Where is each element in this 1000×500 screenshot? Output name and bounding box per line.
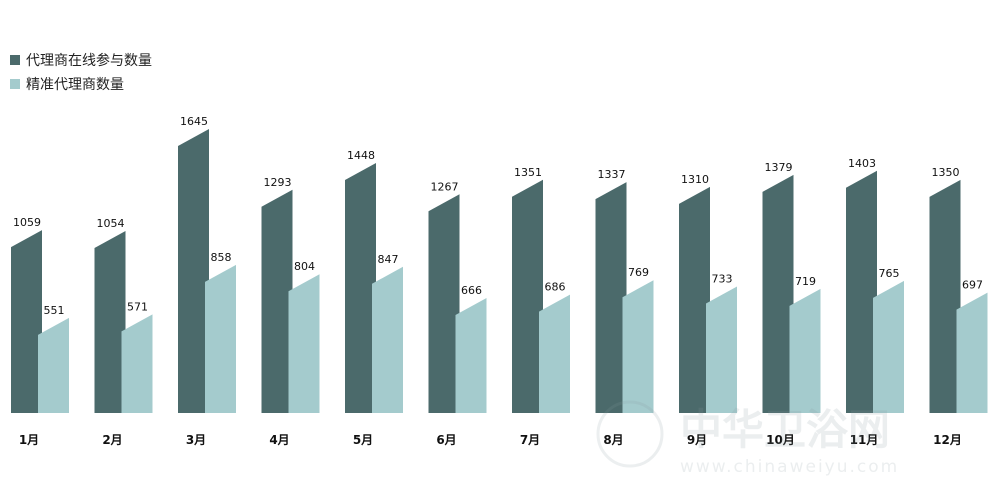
- value-label-online-agents: 1403: [848, 157, 876, 170]
- bar-precise-agents: [539, 294, 570, 413]
- bar-precise-agents: [38, 317, 69, 413]
- legend-swatch-dark: [10, 55, 20, 65]
- value-label-online-agents: 1054: [97, 217, 125, 230]
- bar-online-agents: [345, 163, 376, 413]
- value-label-precise-agents: 686: [545, 281, 566, 294]
- value-label-online-agents: 1448: [347, 149, 375, 162]
- bar-online-agents: [11, 230, 42, 413]
- x-tick-label: 1月: [19, 433, 39, 447]
- value-label-precise-agents: 733: [712, 272, 733, 285]
- bar-online-agents: [762, 174, 794, 413]
- x-tick-label: 11月: [850, 433, 879, 447]
- value-label-online-agents: 1645: [180, 115, 208, 128]
- bar-precise-agents: [205, 264, 236, 413]
- value-label-precise-agents: 666: [461, 284, 482, 297]
- value-label-precise-agents: 765: [879, 267, 900, 280]
- x-tick-label: 7月: [520, 433, 540, 447]
- value-label-precise-agents: 804: [294, 260, 315, 273]
- bar-online-agents: [428, 194, 460, 413]
- bar-online-agents: [512, 179, 543, 413]
- bar-online-agents: [595, 182, 627, 413]
- value-label-precise-agents: 769: [628, 266, 649, 279]
- value-label-online-agents: 1293: [264, 176, 292, 189]
- bar-precise-agents: [288, 274, 320, 413]
- x-tick-label: 2月: [102, 433, 122, 447]
- legend-item-precise-agents: 精准代理商数量: [10, 72, 152, 96]
- bar-precise-agents: [622, 280, 654, 413]
- bar-online-agents: [679, 186, 710, 413]
- value-label-precise-agents: 697: [962, 279, 983, 292]
- bar-online-agents: [94, 231, 126, 413]
- value-label-online-agents: 1310: [681, 173, 709, 186]
- bar-precise-agents: [121, 314, 153, 413]
- bar-online-agents: [178, 129, 209, 413]
- bar-precise-agents: [956, 292, 988, 413]
- legend-swatch-light: [10, 79, 20, 89]
- bar-precise-agents: [455, 298, 487, 413]
- value-label-precise-agents: 551: [44, 304, 65, 317]
- x-tick-label: 3月: [186, 433, 206, 447]
- legend-label-online-agents: 代理商在线参与数量: [26, 53, 152, 69]
- bar-online-agents: [929, 179, 961, 413]
- value-label-precise-agents: 858: [211, 251, 232, 264]
- legend-item-online-agents: 代理商在线参与数量: [10, 48, 152, 72]
- x-tick-label: 8月: [603, 433, 623, 447]
- bar-precise-agents: [873, 280, 904, 413]
- x-tick-label: 5月: [353, 433, 373, 447]
- value-label-online-agents: 1337: [598, 168, 626, 181]
- value-label-precise-agents: 571: [127, 300, 148, 313]
- bar-online-agents: [846, 170, 877, 413]
- value-label-online-agents: 1267: [431, 180, 459, 193]
- value-label-precise-agents: 847: [378, 253, 399, 266]
- legend: 代理商在线参与数量 精准代理商数量: [10, 48, 152, 96]
- value-label-precise-agents: 719: [795, 275, 816, 288]
- value-label-online-agents: 1351: [514, 166, 542, 179]
- value-label-online-agents: 1059: [13, 216, 41, 229]
- bar-online-agents: [261, 189, 293, 413]
- x-tick-label: 12月: [933, 433, 962, 447]
- x-tick-label: 4月: [269, 433, 289, 447]
- bar-precise-agents: [789, 288, 821, 413]
- value-label-online-agents: 1350: [932, 166, 960, 179]
- x-tick-label: 10月: [766, 433, 795, 447]
- value-label-online-agents: 1379: [765, 161, 793, 174]
- bar-precise-agents: [706, 286, 737, 413]
- legend-label-precise-agents: 精准代理商数量: [26, 77, 124, 93]
- bar-precise-agents: [372, 266, 403, 413]
- x-tick-label: 6月: [436, 433, 456, 447]
- x-tick-label: 9月: [687, 433, 707, 447]
